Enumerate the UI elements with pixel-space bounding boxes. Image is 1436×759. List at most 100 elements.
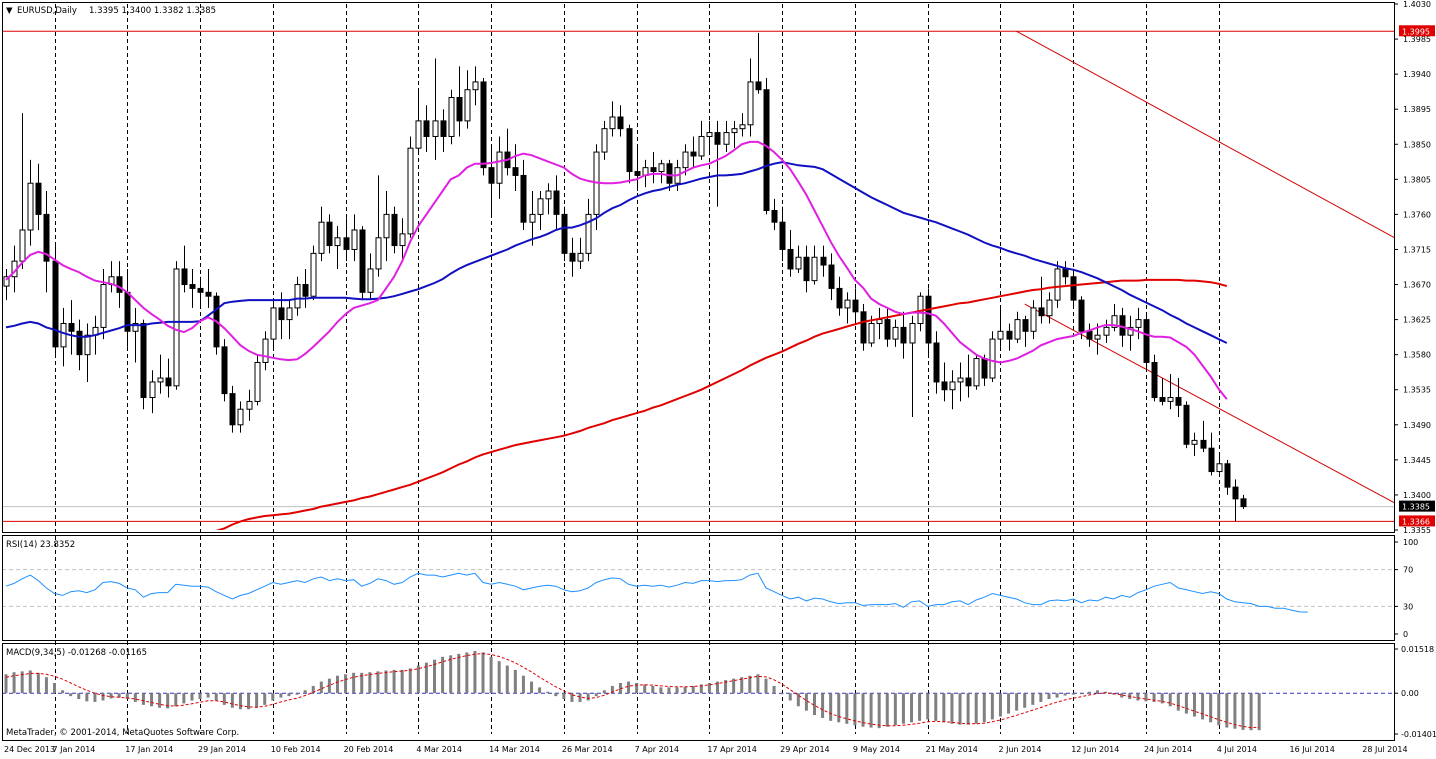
bull-candle — [407, 147, 414, 235]
bull-candle — [723, 132, 730, 145]
macd-histogram-bar — [505, 665, 509, 694]
time-tick-label: 7 Jan 2014 — [53, 745, 96, 754]
bull-candle — [876, 319, 883, 324]
time-tick-label: 26 Mar 2014 — [562, 745, 613, 754]
triangle-down-icon: ▼ — [6, 6, 13, 16]
bear-candle — [1208, 447, 1215, 473]
macd-histogram-bar — [1023, 693, 1027, 708]
macd-histogram-bar — [473, 650, 477, 694]
rsi-line — [5, 572, 1308, 613]
macd-histogram-bar — [36, 672, 40, 694]
price-tick-label: 1.3715 — [1403, 245, 1431, 254]
bear-candle — [189, 284, 196, 289]
macd-histogram-bar — [368, 672, 372, 694]
bear-candle — [900, 326, 907, 344]
macd-histogram-bar — [1087, 691, 1091, 694]
time-tick-label: 10 Feb 2014 — [271, 745, 321, 754]
bear-candle — [787, 248, 794, 270]
macd-histogram-bar — [877, 693, 881, 729]
price-tick-label: 1.3625 — [1403, 316, 1431, 325]
macd-histogram-bar — [942, 693, 946, 723]
bull-candle — [997, 330, 1004, 340]
bear-candle — [391, 213, 398, 247]
macd-tick-label: 0.00 — [1401, 689, 1419, 698]
bear-candle — [1224, 463, 1231, 488]
bull-candle — [949, 381, 956, 391]
macd-histogram-bar — [1095, 690, 1099, 694]
bull-candle — [318, 221, 325, 254]
macd-histogram-bar — [190, 693, 194, 701]
macd-histogram-bar — [853, 693, 857, 726]
bull-candle — [747, 81, 754, 126]
macd-histogram-bar — [335, 675, 339, 694]
macd-histogram-bar — [384, 670, 388, 694]
macd-histogram-bar — [764, 678, 768, 694]
bear-candle — [359, 229, 366, 293]
macd-histogram-bar — [214, 693, 218, 701]
bear-candle — [925, 295, 932, 344]
bull-candle — [375, 237, 382, 270]
macd-histogram-bar — [327, 678, 331, 694]
time-tick-label: 24 Jun 2014 — [1144, 745, 1192, 754]
bull-candle — [19, 229, 26, 262]
bear-candle — [553, 190, 560, 215]
bear-candle — [1183, 404, 1190, 445]
price-tick-label: 1.3940 — [1403, 70, 1431, 79]
bear-candle — [820, 256, 827, 266]
bear-candle — [1006, 330, 1013, 340]
macd-histogram-bar — [635, 683, 639, 694]
macd-histogram-bar — [538, 687, 542, 694]
price-tick-label: 1.4030 — [1403, 0, 1431, 9]
macd-histogram-bar — [1160, 693, 1164, 704]
bear-candle — [803, 256, 810, 282]
macd-histogram-bar — [1241, 693, 1245, 730]
bear-candle — [35, 182, 42, 215]
bear-candle — [302, 284, 309, 297]
level-price-tag — [1399, 515, 1435, 527]
macd-histogram-bar — [627, 681, 631, 694]
macd-histogram-bar — [295, 693, 299, 695]
macd-histogram-bar — [869, 693, 873, 728]
bear-candle — [965, 377, 972, 387]
macd-histogram-bar — [756, 674, 760, 694]
bull-candle — [1030, 307, 1037, 332]
macd-histogram-bar — [441, 656, 445, 694]
macd-histogram-bar — [400, 669, 404, 694]
bear-candle — [1175, 397, 1182, 406]
time-tick-label: 14 Mar 2014 — [489, 745, 540, 754]
macd-histogram-bar — [150, 693, 154, 707]
macd-tick-label: -0.01401 — [1401, 730, 1436, 739]
main-pane — [2, 30, 1394, 530]
bull-candle — [415, 120, 422, 149]
time-tick-label: 29 Jan 2014 — [198, 745, 246, 754]
rsi-pane — [2, 569, 1394, 613]
macd-histogram-bar — [610, 685, 614, 694]
macd-histogram-bar — [918, 693, 922, 721]
bear-candle — [666, 163, 673, 184]
macd-histogram-bar — [1063, 693, 1067, 696]
macd-histogram-bar — [352, 672, 356, 694]
price-tick-label: 1.3445 — [1403, 456, 1431, 465]
bull-candle — [601, 128, 608, 153]
bull-candle — [351, 229, 358, 250]
macd-histogram-bar — [659, 687, 663, 694]
bear-candle — [140, 322, 147, 399]
bear-candle — [617, 116, 624, 130]
bear-candle — [755, 81, 762, 91]
bear-candle — [480, 81, 487, 169]
bull-candle — [1014, 319, 1021, 340]
macd-histogram-bar — [950, 693, 954, 724]
macd-histogram-bar — [1039, 693, 1043, 702]
macd-histogram-bar — [1031, 693, 1035, 705]
bull-candle — [844, 299, 851, 309]
bear-candle — [205, 291, 212, 297]
bull-candle — [892, 326, 899, 340]
bear-candle — [933, 342, 940, 383]
macd-histogram-bar — [4, 674, 8, 694]
macd-histogram-bar — [812, 693, 816, 716]
bull-candle — [464, 89, 471, 122]
rsi-tick-label: 70 — [1403, 566, 1413, 575]
macd-histogram-bar — [1007, 693, 1011, 714]
macd-histogram-bar — [1152, 693, 1156, 702]
